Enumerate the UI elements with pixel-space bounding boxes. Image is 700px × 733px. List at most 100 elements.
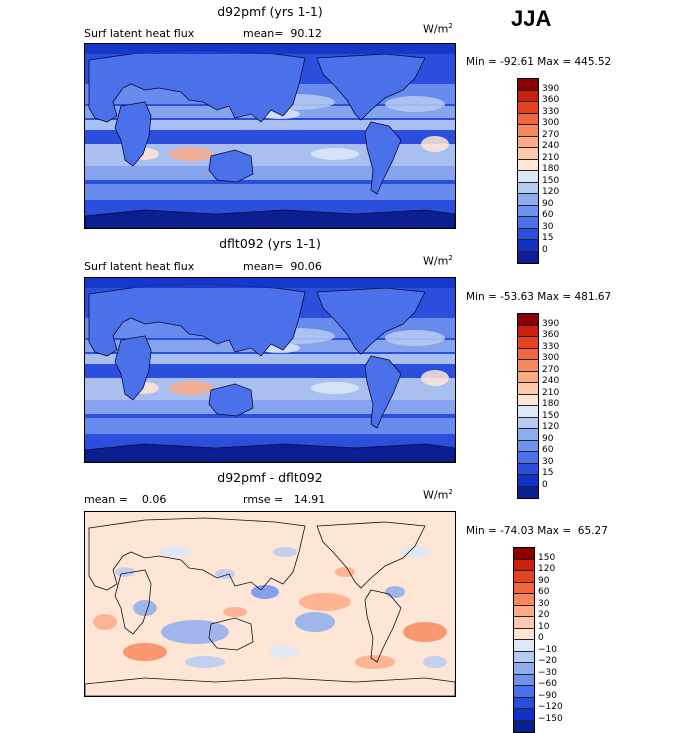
colorbar-tick-label: 15 bbox=[542, 233, 554, 243]
colorbar-tick-label: 240 bbox=[542, 376, 560, 386]
colorbar-tick-label: 90 bbox=[542, 198, 554, 209]
colorbar-box bbox=[518, 337, 538, 349]
colorbar-tick-label: 180 bbox=[542, 164, 560, 174]
panel-1-title: d92pmf (yrs 1-1) bbox=[217, 4, 323, 19]
colorbar-box bbox=[514, 674, 534, 686]
colorbar-tick-label: 390 bbox=[542, 318, 560, 329]
colorbar-tick-label: 300 bbox=[542, 353, 560, 363]
colorbar-tick-label: 10 bbox=[538, 621, 550, 632]
colorbar-box bbox=[518, 159, 538, 171]
colorbar-tick-label: 150 bbox=[542, 175, 560, 186]
colorbar-box bbox=[514, 697, 534, 709]
colorbar-box bbox=[514, 720, 534, 732]
colorbar-box bbox=[518, 383, 538, 395]
colorbar-tick-label: 210 bbox=[542, 387, 560, 398]
colorbar-tick-label: 360 bbox=[542, 95, 560, 105]
colorbar-tick-label: 330 bbox=[542, 341, 560, 352]
panel-1-colorbar bbox=[517, 78, 539, 264]
colorbar-box bbox=[514, 663, 534, 675]
colorbar-box bbox=[518, 171, 538, 183]
colorbar-box bbox=[518, 148, 538, 160]
panel-1-mean: mean= 90.12 bbox=[243, 27, 322, 40]
colorbar-box bbox=[514, 640, 534, 652]
colorbar-box bbox=[514, 617, 534, 629]
colorbar-box bbox=[518, 394, 538, 406]
season-label: JJA bbox=[511, 6, 552, 31]
colorbar-box bbox=[514, 559, 534, 571]
colorbar-box bbox=[518, 463, 538, 475]
panel-3-mean: mean = 0.06 bbox=[84, 493, 167, 506]
colorbar-tick-label: 210 bbox=[542, 152, 560, 163]
colorbar-tick-label: 0 bbox=[542, 244, 548, 255]
colorbar-box bbox=[518, 475, 538, 487]
colorbar-box bbox=[518, 371, 538, 383]
colorbar-tick-label: 330 bbox=[542, 106, 560, 117]
colorbar-box bbox=[514, 651, 534, 663]
colorbar-box bbox=[518, 79, 538, 91]
colorbar-tick-label: 60 bbox=[538, 587, 550, 597]
panel-2-map bbox=[84, 277, 456, 463]
colorbar-tick-label: 20 bbox=[538, 610, 550, 620]
colorbar-tick-label: −60 bbox=[538, 679, 557, 689]
colorbar-box bbox=[514, 709, 534, 721]
panel-1-minmax: Min = -92.61 Max = 445.52 bbox=[466, 56, 612, 68]
colorbar-box bbox=[518, 205, 538, 217]
colorbar-tick-label: 120 bbox=[538, 564, 556, 574]
colorbar-box bbox=[518, 429, 538, 441]
colorbar-box bbox=[518, 228, 538, 240]
colorbar-tick-label: −90 bbox=[538, 690, 557, 701]
colorbar-tick-label: −20 bbox=[538, 656, 557, 666]
colorbar-box bbox=[518, 136, 538, 148]
colorbar-box bbox=[518, 240, 538, 252]
colorbar-tick-label: 360 bbox=[542, 330, 560, 340]
colorbar-box bbox=[518, 440, 538, 452]
colorbar-box bbox=[518, 314, 538, 326]
colorbar-box bbox=[518, 406, 538, 418]
panel-3-rmse: rmse = 14.91 bbox=[243, 493, 326, 506]
colorbar-tick-label: −150 bbox=[538, 713, 563, 724]
colorbar-box bbox=[518, 102, 538, 114]
panel-3-colorbar bbox=[513, 547, 535, 733]
panel-3-minmax: Min = -74.03 Max = 65.27 bbox=[466, 525, 608, 537]
colorbar-tick-label: 120 bbox=[542, 422, 560, 432]
colorbar-box bbox=[518, 90, 538, 102]
colorbar-box bbox=[514, 594, 534, 606]
colorbar-tick-label: 60 bbox=[542, 210, 554, 220]
colorbar-box bbox=[518, 113, 538, 125]
map-canvas bbox=[85, 44, 455, 228]
map-canvas bbox=[85, 278, 455, 462]
colorbar-box bbox=[518, 182, 538, 194]
colorbar-tick-label: 60 bbox=[542, 445, 554, 455]
panel-3-title: d92pmf - dflt092 bbox=[217, 470, 323, 485]
colorbar-box bbox=[518, 325, 538, 337]
colorbar-box bbox=[518, 486, 538, 498]
colorbar-box bbox=[514, 605, 534, 617]
colorbar-tick-label: 150 bbox=[538, 552, 556, 563]
colorbar-tick-label: 120 bbox=[542, 187, 560, 197]
panel-2-minmax: Min = -53.63 Max = 481.67 bbox=[466, 291, 612, 303]
colorbar-tick-label: 30 bbox=[542, 221, 554, 232]
colorbar-tick-label: 270 bbox=[542, 129, 560, 140]
colorbar-tick-label: 90 bbox=[542, 433, 554, 444]
colorbar-box bbox=[518, 217, 538, 229]
colorbar-tick-label: 180 bbox=[542, 399, 560, 409]
panel-1-unit: W/m2 bbox=[423, 22, 453, 36]
colorbar-tick-label: 390 bbox=[542, 83, 560, 94]
colorbar-tick-label: 150 bbox=[542, 410, 560, 421]
colorbar-tick-label: −30 bbox=[538, 667, 557, 678]
colorbar-box bbox=[518, 360, 538, 372]
colorbar-box bbox=[518, 452, 538, 464]
colorbar-box bbox=[514, 571, 534, 583]
colorbar-box bbox=[514, 686, 534, 698]
colorbar-box bbox=[518, 125, 538, 137]
colorbar-tick-label: 240 bbox=[542, 141, 560, 151]
colorbar-box bbox=[514, 582, 534, 594]
colorbar-box bbox=[518, 251, 538, 263]
panel-2-field-label: Surf latent heat flux bbox=[84, 260, 195, 273]
colorbar-box bbox=[518, 417, 538, 429]
colorbar-box bbox=[518, 348, 538, 360]
colorbar-tick-label: −10 bbox=[538, 644, 557, 655]
colorbar-box bbox=[514, 628, 534, 640]
colorbar-tick-label: −120 bbox=[538, 702, 563, 712]
colorbar-tick-label: 0 bbox=[538, 633, 544, 643]
